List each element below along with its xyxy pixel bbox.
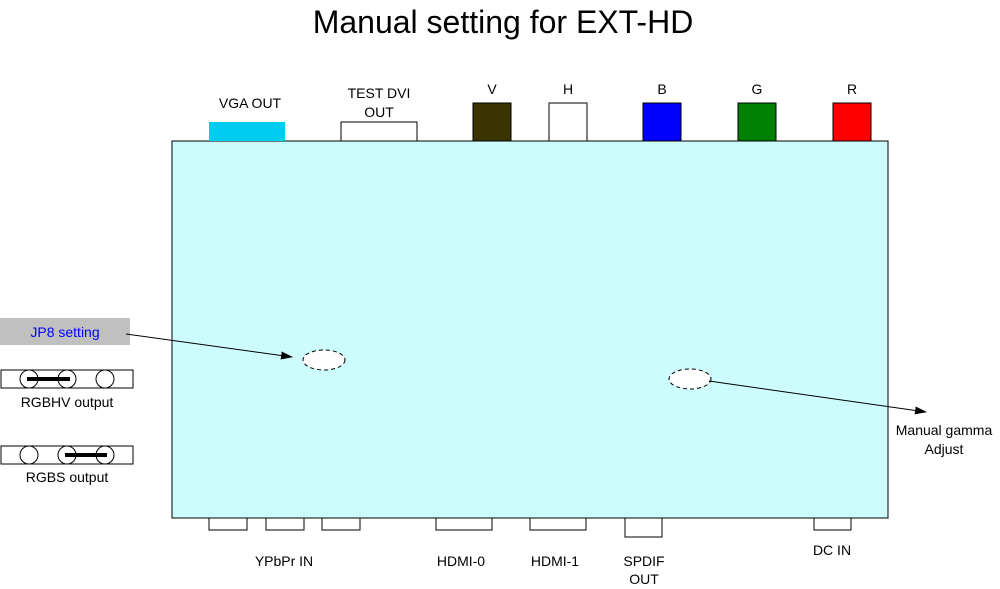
vga-out-port (209, 122, 285, 141)
jumper-rgbhv-pin-3 (95, 369, 115, 389)
h-port (548, 102, 588, 142)
jp8-setting-box (0, 318, 130, 345)
spdif-out-port (624, 517, 663, 538)
dc-in-label: DC IN (813, 542, 851, 558)
ypbpr-in-label: YPbPr IN (255, 553, 313, 569)
jp8-arrow (125, 333, 293, 360)
r-label: R (847, 81, 857, 97)
jumper-rgbhv (0, 369, 134, 389)
jp8-location-marker (302, 349, 346, 371)
manual-gamma-label-line1: Manual gamma (896, 422, 993, 438)
jumper-rgbs-pin-1 (19, 445, 39, 465)
rgbhv-output-label: RGBHV output (21, 394, 114, 410)
diagram-title: Manual setting for EXT-HD (313, 4, 694, 40)
dc-in-port (813, 517, 852, 531)
hdmi-0-port (435, 517, 493, 531)
h-label: H (563, 81, 573, 97)
gamma-adjust-marker (668, 368, 712, 390)
hdmi-0-label: HDMI-0 (437, 553, 485, 569)
jp8-setting-label: JP8 setting (30, 324, 99, 340)
hdmi-1-port (529, 517, 587, 531)
g-port (737, 102, 777, 142)
v-label: V (487, 81, 497, 97)
test-dvi-out-port (340, 121, 418, 142)
manual-gamma-label-line2: Adjust (925, 441, 964, 457)
ypbpr-in-port-1 (208, 517, 248, 531)
gamma-arrow (708, 380, 927, 415)
test-dvi-out-label-line1: TEST DVI (348, 85, 411, 101)
g-label: G (752, 81, 763, 97)
ypbpr-in-port-2 (265, 517, 305, 531)
ypbpr-in-port-3 (321, 517, 361, 531)
jumper-rgbs (0, 445, 134, 465)
board (171, 140, 889, 519)
hdmi-1-label: HDMI-1 (531, 553, 579, 569)
spdif-out-label-line1: SPDIF (623, 553, 664, 569)
test-dvi-out-label-line2: OUT (364, 104, 394, 120)
r-port (832, 102, 872, 142)
v-port (472, 102, 512, 142)
spdif-out-label-line2: OUT (629, 571, 659, 587)
rgbs-output-label: RGBS output (26, 469, 109, 485)
vga-out-label: VGA OUT (219, 95, 282, 111)
b-port (642, 102, 682, 142)
b-label: B (657, 81, 666, 97)
